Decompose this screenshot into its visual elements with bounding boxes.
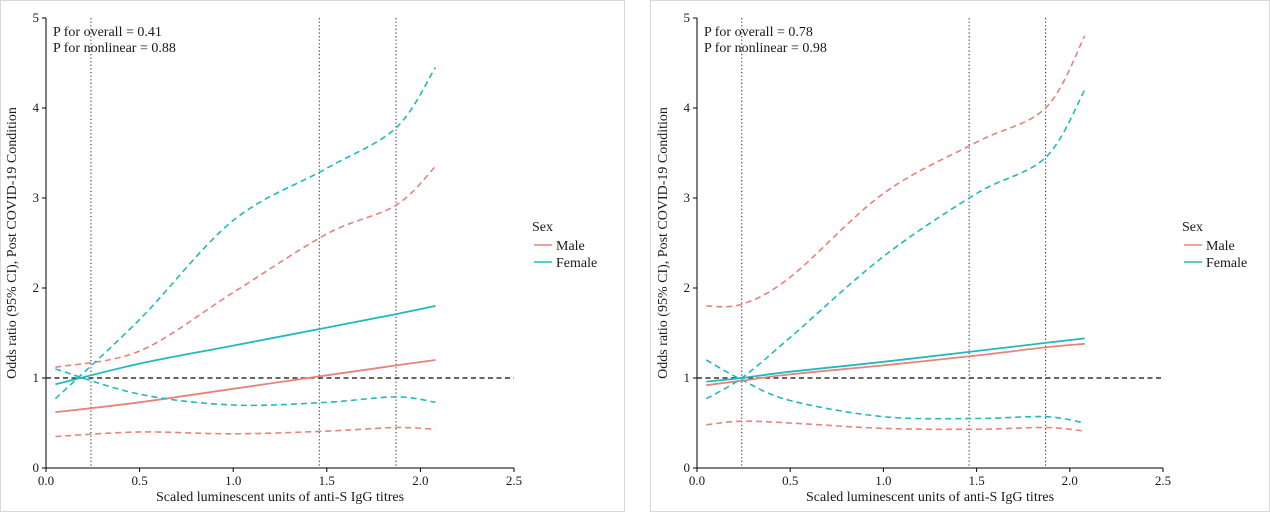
legend-title: Sex <box>1182 220 1203 235</box>
male-ci-upper-line <box>55 165 436 368</box>
x-axis-label: Scaled luminescent units of anti-S IgG t… <box>806 490 1054 505</box>
p-value-annotation: P for nonlinear = 0.98 <box>704 41 827 56</box>
female-ci-lower-line <box>705 359 1085 424</box>
x-tick-label: 0.5 <box>782 473 798 488</box>
x-tick-label: 0.0 <box>38 473 54 488</box>
y-tick-label: 4 <box>684 100 691 115</box>
female-estimate-line <box>55 305 436 386</box>
male-ci-lower-line <box>55 426 436 438</box>
x-tick-label: 1.5 <box>968 473 984 488</box>
male-ci-lower-line <box>706 420 1085 432</box>
x-tick-label: 1.0 <box>875 473 891 488</box>
y-tick-label: 5 <box>33 10 40 25</box>
y-tick-label: 3 <box>33 190 40 205</box>
y-tick-label: 2 <box>33 280 40 295</box>
legend-label: Male <box>1206 239 1235 254</box>
chart-panel-left: 0 1 2 3 4 5 0.0 0.5 1.0 1.5 2.0 2.5 P for overall = … <box>0 0 625 513</box>
chart-left-svg: 0 1 2 3 4 5 0.0 0.5 1.0 1.5 2.0 2.5 P for overall = … <box>5 10 597 505</box>
chart-panel-right: 0 1 2 3 4 5 0.0 0.5 1.0 1.5 2.0 2.5 P for overall = … <box>650 0 1270 513</box>
x-tick-label: 2.5 <box>1155 473 1171 488</box>
x-tick-label: 2.0 <box>1062 473 1078 488</box>
female-estimate-line <box>706 337 1085 383</box>
legend-title: Sex <box>532 220 553 235</box>
legend-label: Female <box>556 256 597 271</box>
legend-label: Male <box>556 239 585 254</box>
p-value-annotation: P for nonlinear = 0.88 <box>53 41 176 56</box>
p-value-annotation: P for overall = 0.41 <box>53 25 162 40</box>
y-tick-label: 0 <box>33 460 40 475</box>
p-value-annotation: P for overall = 0.78 <box>704 25 813 40</box>
x-tick-label: 2.5 <box>506 473 522 488</box>
female-ci-upper-line <box>705 89 1086 400</box>
y-tick-label: 5 <box>684 10 691 25</box>
x-tick-label: 0.0 <box>689 473 705 488</box>
y-tick-label: 1 <box>684 370 691 385</box>
y-axis-label: Odds ratio (95% CI), Post COVID-19 Condi… <box>5 107 20 379</box>
x-axis-label: Scaled luminescent units of anti-S IgG t… <box>156 490 404 505</box>
x-tick-label: 2.0 <box>412 473 428 488</box>
y-tick-label: 4 <box>33 100 40 115</box>
y-tick-label: 0 <box>684 460 691 475</box>
y-tick-label: 2 <box>684 280 691 295</box>
female-ci-upper-line <box>54 67 437 400</box>
male-estimate-line <box>706 342 1085 387</box>
male-estimate-line <box>55 359 436 414</box>
y-tick-label: 1 <box>33 370 40 385</box>
x-tick-label: 1.0 <box>225 473 241 488</box>
legend-label: Female <box>1206 256 1247 271</box>
y-axis-label: Odds ratio (95% CI), Post COVID-19 Condi… <box>656 107 671 379</box>
chart-right-svg: 0 1 2 3 4 5 0.0 0.5 1.0 1.5 2.0 2.5 P for overall = … <box>656 10 1247 505</box>
x-tick-label: 1.5 <box>319 473 335 488</box>
y-tick-label: 3 <box>684 190 691 205</box>
female-ci-lower-line <box>55 368 436 407</box>
male-ci-upper-line <box>706 35 1086 308</box>
x-tick-label: 0.5 <box>131 473 147 488</box>
